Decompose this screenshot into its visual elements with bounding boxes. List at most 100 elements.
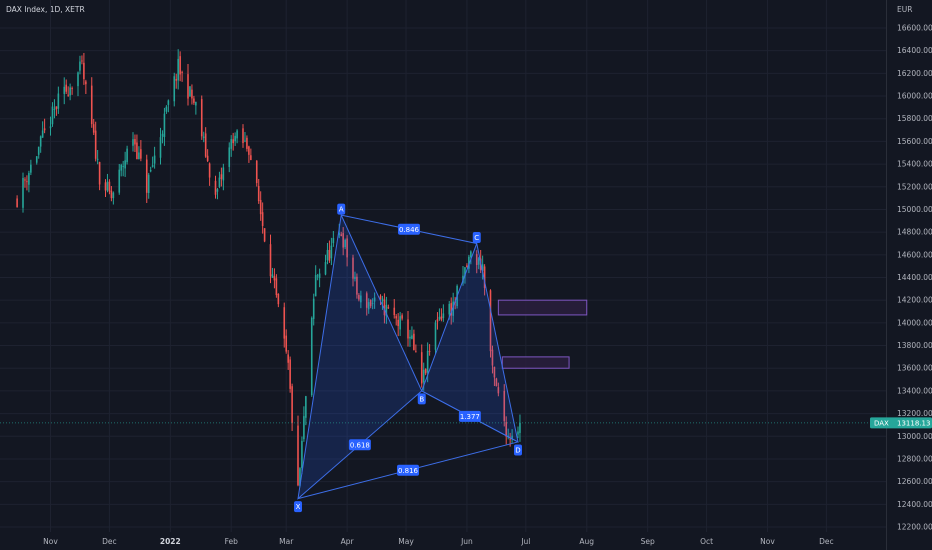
harmonic-pattern[interactable]: X A B C D 0.846 0.618 1.377 0.816 (294, 203, 522, 513)
candle-body (324, 262, 327, 275)
candle-body (191, 89, 193, 99)
candle-body (489, 290, 492, 352)
pattern-point-label: X (294, 501, 302, 513)
candle-body (354, 276, 356, 279)
candle-body (452, 301, 454, 316)
pattern-point-label-text: B (419, 395, 424, 403)
candle-body (360, 295, 362, 303)
candle-body (35, 156, 38, 163)
candle-body (371, 302, 374, 304)
candle-body (138, 152, 140, 160)
candle-body (303, 416, 305, 440)
y-tick-label: 14000.00 (897, 318, 932, 327)
candle-body (367, 302, 370, 310)
pattern-point-label: B (417, 393, 426, 405)
candle-body (409, 336, 411, 339)
candle-body (387, 307, 390, 309)
y-tick-label: 13400.00 (897, 386, 932, 395)
candle-body (428, 351, 431, 352)
candle-body (49, 126, 52, 129)
candle-body (475, 254, 478, 266)
candle-body (477, 258, 480, 265)
candle-body (285, 335, 288, 352)
candle-body (67, 94, 69, 96)
candle-body (79, 61, 81, 71)
pattern-point-label-text: A (339, 206, 344, 214)
candle-body (110, 190, 113, 199)
chart-title: DAX Index, 1D, XETR (6, 5, 85, 14)
candle-body (83, 62, 85, 80)
candle-body (440, 316, 443, 320)
candle-body (411, 335, 413, 339)
y-tick-label: 14800.00 (897, 228, 932, 237)
candle-body (124, 160, 126, 169)
pattern-ratio-label: 1.377 (458, 410, 481, 422)
candle-body (271, 274, 274, 278)
candle-body (57, 93, 60, 109)
candle-body (16, 198, 18, 208)
candle-body (438, 316, 441, 320)
candle-body (369, 299, 372, 307)
y-tick-label: 16400.00 (897, 46, 932, 55)
candle-body (250, 155, 252, 161)
candle-body (218, 177, 221, 187)
candle-body (153, 155, 156, 164)
candles (16, 49, 521, 488)
x-tick-label: Nov (43, 537, 58, 546)
y-tick-label: 15000.00 (897, 205, 932, 214)
x-tick-label: Apr (341, 537, 355, 546)
pattern-point-label: A (337, 203, 346, 215)
candle-body (314, 275, 317, 297)
candle-body (228, 147, 231, 167)
pattern-point-label-bg (337, 203, 346, 215)
candle-body (136, 142, 138, 160)
candle-body (90, 85, 93, 125)
y-tick-label: 14400.00 (897, 273, 932, 282)
candle-body (395, 316, 398, 319)
candle-body (436, 319, 439, 322)
candle-body (94, 130, 97, 159)
candle-body (122, 166, 124, 167)
candle-body (316, 275, 319, 277)
candle-body (145, 159, 148, 193)
candle-body (63, 86, 66, 94)
candle-body (106, 181, 109, 191)
candle-body (511, 435, 513, 440)
candle-body (497, 387, 500, 394)
currency-label: EUR (897, 5, 913, 14)
candle-body (37, 146, 40, 155)
candle-body (77, 72, 79, 87)
candle-body (81, 60, 83, 62)
candle-body (401, 315, 403, 319)
y-tick-label: 16600.00 (897, 24, 932, 33)
candle-body (104, 182, 107, 191)
candle-body (118, 169, 121, 193)
candle-body (85, 81, 87, 85)
candle-body (505, 422, 508, 437)
candle-body (310, 317, 313, 396)
candle-body (340, 234, 343, 237)
candle-body (112, 192, 115, 199)
pattern-ratio-label: 0.846 (397, 223, 420, 235)
x-tick-label: Jul (520, 537, 530, 546)
candle-body (318, 273, 321, 279)
target-zones[interactable] (497, 299, 588, 369)
candle-body (163, 113, 166, 138)
pattern-ratio-label-text: 0.846 (399, 226, 420, 234)
candle-body (24, 179, 26, 181)
pattern-point-label-text: C (474, 234, 479, 242)
x-tick-label: Sep (641, 537, 655, 546)
pattern-ratio-label-text: 1.377 (460, 413, 480, 421)
candle-body (41, 130, 44, 138)
candle-body (344, 239, 346, 248)
y-tick-label: 15400.00 (897, 160, 932, 169)
candle-body (312, 298, 315, 319)
pattern-ratio-label-bg (397, 223, 420, 235)
candle-body (193, 98, 195, 103)
pattern-ratio-label-text: 0.816 (398, 467, 419, 475)
candle-body (352, 257, 354, 279)
last-price-line: DAX 13118.13 (0, 417, 932, 429)
candle-body (222, 167, 225, 181)
candle-body (204, 133, 207, 157)
